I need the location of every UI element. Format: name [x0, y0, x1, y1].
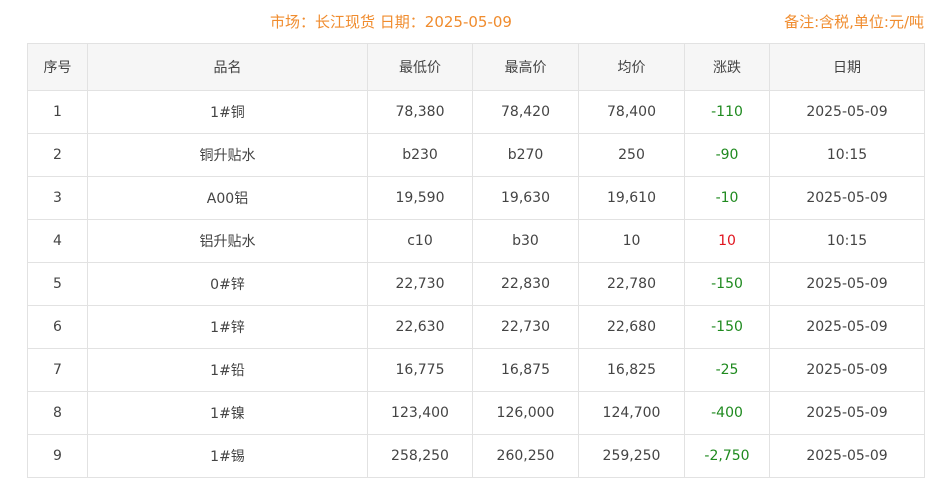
table-cell: -150 — [684, 305, 770, 349]
table-cell: 2025-05-09 — [769, 434, 925, 478]
table-cell: 铝升贴水 — [87, 219, 368, 263]
table-cell: 19,610 — [578, 176, 685, 220]
table-cell: b230 — [367, 133, 473, 177]
table-cell: 22,780 — [578, 262, 685, 306]
table-cell: -2,750 — [684, 434, 770, 478]
table-cell: 8 — [27, 391, 88, 435]
table-cell: 2025-05-09 — [769, 348, 925, 392]
table-cell: 1#铅 — [87, 348, 368, 392]
table-cell: 10 — [684, 219, 770, 263]
table-cell: 10:15 — [769, 219, 925, 263]
table-cell: 16,875 — [472, 348, 579, 392]
table-row: 4 铝升贴水 c10 b30 10 10 10:15 — [27, 219, 925, 263]
header: 市场：长江现货 日期：2025-05-09 备注:含税,单位:元/吨 — [0, 0, 940, 43]
table-row: 6 1#锌 22,630 22,730 22,680 -150 2025-05-09 — [27, 305, 925, 349]
column-header: 品名 — [87, 43, 368, 91]
table-cell: -10 — [684, 176, 770, 220]
column-header: 涨跌 — [684, 43, 770, 91]
table-cell: b30 — [472, 219, 579, 263]
table-cell: 2025-05-09 — [769, 90, 925, 134]
column-header: 日期 — [769, 43, 925, 91]
table-cell: 22,730 — [367, 262, 473, 306]
column-header: 序号 — [27, 43, 88, 91]
table-cell: 78,380 — [367, 90, 473, 134]
table-cell: 1 — [27, 90, 88, 134]
table-cell: 124,700 — [578, 391, 685, 435]
table-cell: 78,420 — [472, 90, 579, 134]
price-table: 序号 品名 最低价 最高价 均价 涨跌 日期 1 1#铜 78,380 78,420 78,400-… — [27, 43, 925, 478]
table-cell: 1#镍 — [87, 391, 368, 435]
column-header: 最低价 — [367, 43, 473, 91]
market-title: 市场：长江现货 日期：2025-05-09 — [270, 13, 512, 31]
table-cell: 10:15 — [769, 133, 925, 177]
table-row: 3 A00铝 19,590 19,630 19,610 -10 2025-05-09 — [27, 176, 925, 220]
table-cell: -90 — [684, 133, 770, 177]
table-cell: 10 — [578, 219, 685, 263]
column-header: 最高价 — [472, 43, 579, 91]
table-cell: 19,590 — [367, 176, 473, 220]
table-cell: 250 — [578, 133, 685, 177]
table-cell: 7 — [27, 348, 88, 392]
table-cell: 9 — [27, 434, 88, 478]
table-cell: -400 — [684, 391, 770, 435]
table-cell: 铜升贴水 — [87, 133, 368, 177]
table-header: 序号 品名 最低价 最高价 均价 涨跌 日期 — [27, 43, 925, 91]
table-cell: -110 — [684, 90, 770, 134]
table-cell: 4 — [27, 219, 88, 263]
unit-note: 备注:含税,单位:元/吨 — [784, 13, 924, 31]
table-row: 7 1#铅 16,775 16,875 16,825 -25 2025-05-09 — [27, 348, 925, 392]
table-cell: 260,250 — [472, 434, 579, 478]
table-cell: 123,400 — [367, 391, 473, 435]
column-header: 均价 — [578, 43, 685, 91]
table-cell: 2025-05-09 — [769, 262, 925, 306]
table-cell: 1#铜 — [87, 90, 368, 134]
table-cell: 1#锡 — [87, 434, 368, 478]
table-cell: 22,630 — [367, 305, 473, 349]
table-cell: A00铝 — [87, 176, 368, 220]
table-row: 5 0#锌 22,730 22,830 22,780 -150 2025-05-09 — [27, 262, 925, 306]
table-row: 9 1#锡 258,250 260,250 259,250 -2,750 2025-05-0… — [27, 434, 925, 478]
table-cell: 2025-05-09 — [769, 176, 925, 220]
table-cell: 258,250 — [367, 434, 473, 478]
table-cell: -150 — [684, 262, 770, 306]
table-cell: 78,400 — [578, 90, 685, 134]
table-cell: 5 — [27, 262, 88, 306]
table-cell: 3 — [27, 176, 88, 220]
table-cell: b270 — [472, 133, 579, 177]
table-cell: 2 — [27, 133, 88, 177]
table-cell: 2025-05-09 — [769, 305, 925, 349]
table-cell: c10 — [367, 219, 473, 263]
table-cell: 126,000 — [472, 391, 579, 435]
table-row: 2 铜升贴水 b230 b270 250 -90 10:15 — [27, 133, 925, 177]
table-cell: 16,775 — [367, 348, 473, 392]
table-cell: 6 — [27, 305, 88, 349]
table-cell: 19,630 — [472, 176, 579, 220]
table-cell: 22,830 — [472, 262, 579, 306]
table-cell: 2025-05-09 — [769, 391, 925, 435]
table-cell: 0#锌 — [87, 262, 368, 306]
table-cell: 259,250 — [578, 434, 685, 478]
table-cell: 16,825 — [578, 348, 685, 392]
table-row: 8 1#镍 123,400 126,000 124,700 -400 2025-05-09 — [27, 391, 925, 435]
table-row: 1 1#铜 78,380 78,420 78,400 -110 2025-05-09 — [27, 90, 925, 134]
table-cell: 22,680 — [578, 305, 685, 349]
table-cell: 22,730 — [472, 305, 579, 349]
table-cell: 1#锌 — [87, 305, 368, 349]
table-cell: -25 — [684, 348, 770, 392]
